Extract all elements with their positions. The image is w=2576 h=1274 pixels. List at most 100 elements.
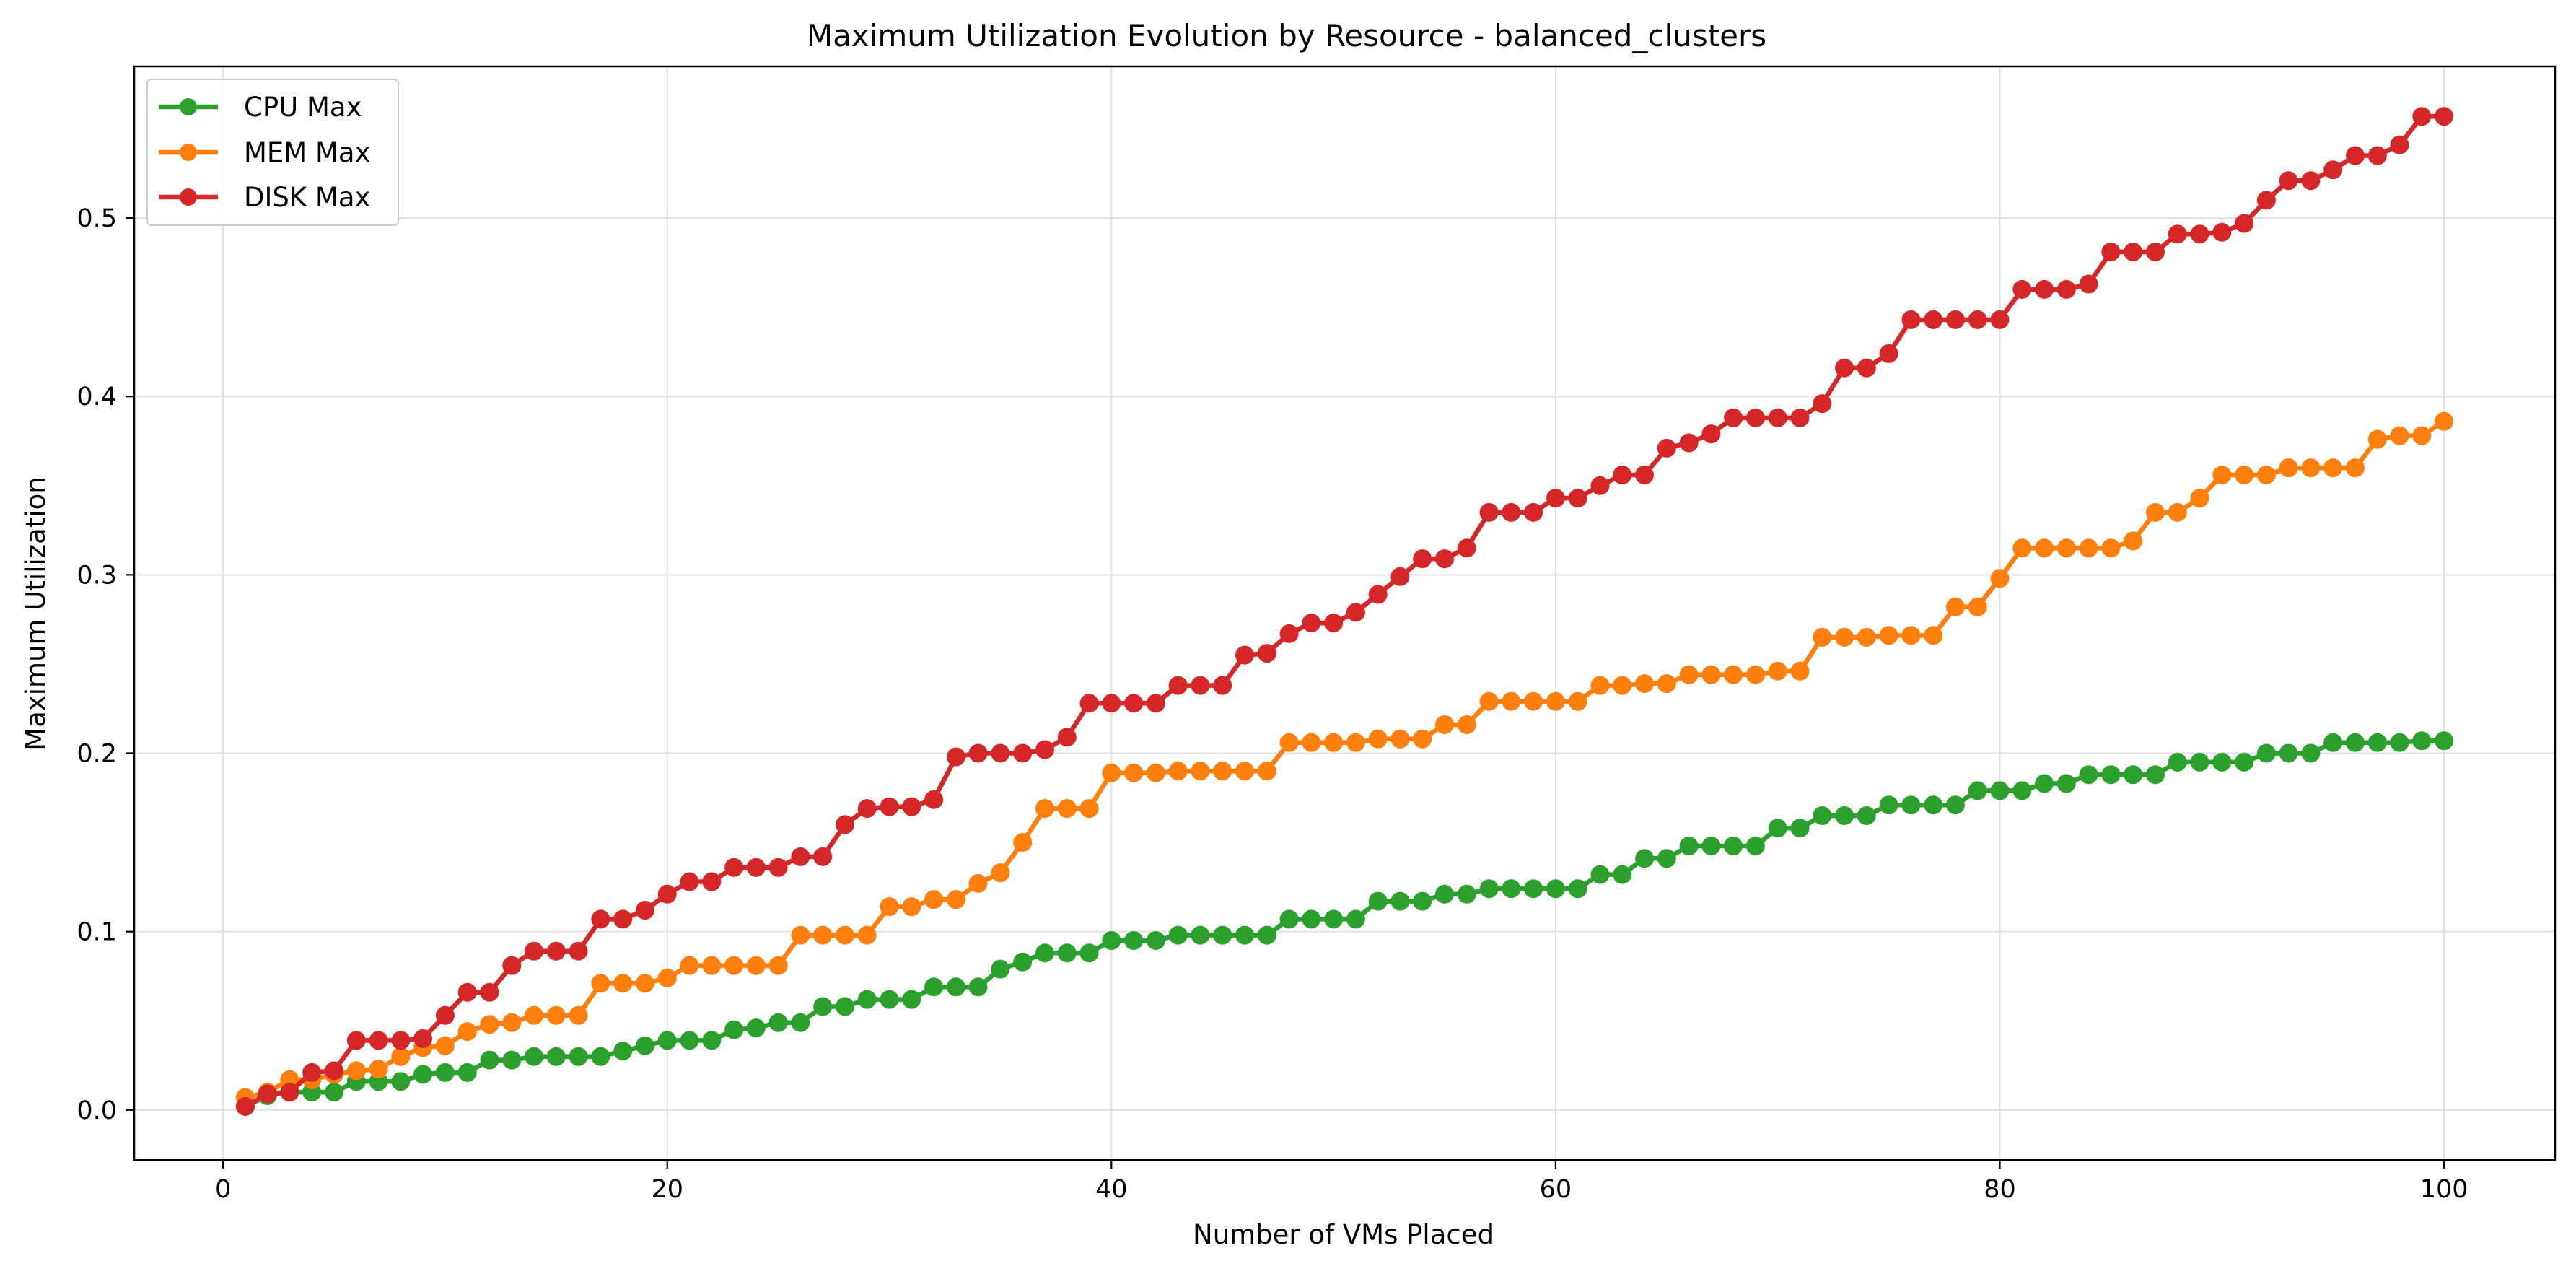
data-point-disk [1368, 585, 1388, 604]
data-point-disk [902, 797, 921, 816]
data-point-mem [1635, 674, 1654, 694]
legend-marker-cpu [180, 98, 197, 115]
data-point-mem [2412, 426, 2432, 445]
data-point-disk [1813, 394, 1832, 414]
data-point-cpu [1990, 781, 2010, 800]
data-point-cpu [1146, 931, 1165, 950]
legend-entry-mem: MEM Max [159, 137, 370, 168]
data-point-cpu [2146, 765, 2165, 785]
data-point-cpu [1413, 891, 1432, 911]
data-point-mem [1502, 691, 1521, 711]
data-point-cpu [1679, 837, 1699, 855]
data-point-disk [1679, 433, 1699, 453]
data-point-disk [1879, 344, 1898, 363]
data-point-cpu [2390, 733, 2409, 752]
data-point-mem [1102, 763, 1121, 782]
data-point-cpu [635, 1036, 654, 1055]
data-point-cpu [1945, 795, 1965, 815]
data-point-mem [1568, 691, 1587, 711]
data-point-mem [902, 897, 921, 917]
data-point-disk [968, 743, 988, 763]
data-point-cpu [2168, 752, 2187, 772]
y-axis-label: Maximum Utilization [20, 476, 51, 750]
data-point-mem [1724, 665, 1743, 684]
data-point-mem [2168, 502, 2187, 522]
data-point-disk [2435, 107, 2454, 126]
data-point-disk [1479, 502, 1499, 522]
data-point-cpu [2323, 733, 2343, 752]
data-point-mem [1924, 626, 1943, 645]
data-point-disk [2301, 171, 2321, 191]
data-point-mem [680, 956, 699, 975]
data-point-cpu [1968, 781, 1987, 800]
data-point-cpu [1924, 795, 1943, 815]
data-point-disk [1701, 424, 1721, 444]
data-point-cpu [1013, 952, 1033, 972]
data-point-cpu [1568, 879, 1587, 899]
data-point-cpu [1745, 837, 1765, 855]
data-point-cpu [2346, 733, 2365, 752]
data-point-cpu [857, 990, 877, 1009]
data-point-cpu [457, 1063, 477, 1082]
x-tick-label: 0 [215, 1175, 231, 1204]
data-point-disk [946, 747, 965, 767]
data-point-cpu [768, 1013, 788, 1032]
data-point-cpu [2012, 781, 2032, 800]
data-point-mem [2367, 429, 2387, 449]
data-point-disk [369, 1031, 388, 1050]
x-tick-label: 60 [1540, 1175, 1572, 1204]
data-point-cpu [1368, 891, 1388, 911]
data-point-mem [946, 890, 965, 909]
data-point-disk [1435, 549, 1454, 569]
data-point-disk [1124, 694, 1144, 713]
data-point-mem [2390, 426, 2409, 445]
data-point-mem [1035, 799, 1054, 819]
data-point-cpu [680, 1031, 699, 1050]
data-point-cpu [813, 997, 833, 1016]
data-point-disk [2190, 224, 2209, 244]
data-point-mem [1257, 762, 1276, 781]
data-point-mem [591, 974, 610, 993]
data-point-disk [1835, 358, 1854, 378]
series-disk [235, 107, 2454, 1116]
data-point-cpu [836, 997, 854, 1016]
data-point-disk [1546, 489, 1565, 508]
data-point-cpu [2101, 765, 2121, 785]
data-point-mem [369, 1060, 388, 1078]
data-point-disk [2146, 243, 2165, 261]
data-point-cpu [1857, 806, 1876, 825]
data-point-disk [346, 1031, 366, 1050]
data-point-mem [702, 956, 722, 975]
data-point-disk [391, 1031, 411, 1050]
data-point-mem [746, 956, 766, 975]
data-point-cpu [613, 1042, 633, 1061]
data-point-mem [2035, 538, 2054, 558]
data-point-disk [2212, 222, 2232, 242]
data-point-cpu [1102, 931, 1121, 950]
legend-entry-cpu: CPU Max [159, 92, 362, 123]
data-point-disk [569, 941, 588, 961]
data-point-disk [768, 858, 788, 877]
series-line-mem [242, 419, 2447, 1100]
data-point-cpu [1324, 909, 1344, 929]
data-point-disk [413, 1029, 433, 1048]
data-point-mem [502, 1013, 522, 1032]
data-point-disk [857, 799, 877, 819]
data-point-disk [2101, 243, 2121, 261]
data-point-mem [546, 1005, 566, 1025]
data-point-cpu [2124, 765, 2143, 785]
data-point-cpu [546, 1047, 566, 1066]
data-point-mem [1857, 627, 1876, 647]
data-point-cpu [1457, 884, 1476, 904]
data-point-mem [525, 1005, 543, 1025]
data-point-cpu [2235, 752, 2254, 772]
data-point-mem [635, 974, 654, 993]
data-point-disk [746, 858, 766, 877]
data-point-mem [880, 897, 899, 917]
data-point-disk [836, 815, 854, 834]
data-point-cpu [325, 1083, 343, 1102]
data-point-disk [1457, 538, 1476, 558]
data-point-cpu [880, 990, 899, 1009]
data-point-mem [1790, 661, 1810, 681]
data-point-cpu [2412, 731, 2432, 751]
